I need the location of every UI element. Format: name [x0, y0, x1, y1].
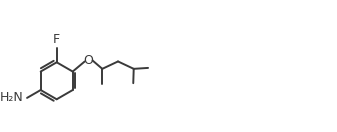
Text: O: O: [84, 54, 93, 67]
Text: H₂N: H₂N: [0, 91, 23, 104]
Text: F: F: [53, 33, 60, 46]
